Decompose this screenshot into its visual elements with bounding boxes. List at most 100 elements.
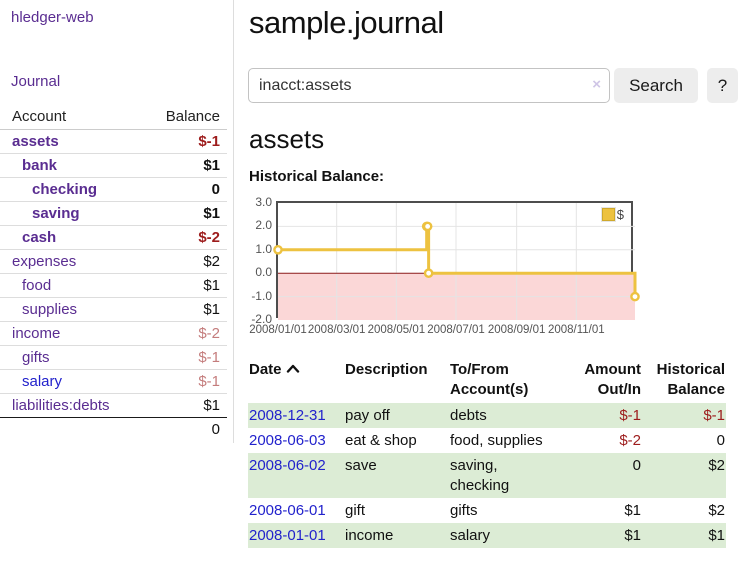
transaction-balance: $1	[708, 527, 725, 544]
transaction-row[interactable]: 2008-06-03 eat & shop food, supplies $-2 0	[248, 428, 726, 453]
transaction-date-link[interactable]: 2008-12-31	[249, 407, 326, 424]
x-axis-tick-label: 2008/09/01	[487, 324, 546, 336]
transaction-amount: $-2	[619, 432, 641, 449]
transaction-amount: 0	[632, 457, 641, 474]
register-table: Date Description To/From Account(s) Amou…	[248, 357, 726, 548]
account-link[interactable]: bank	[22, 157, 58, 174]
account-link[interactable]: cash	[22, 229, 57, 246]
clear-search-icon[interactable]: ×	[592, 76, 601, 93]
account-row: bank $1	[0, 153, 227, 178]
y-axis-tick-label: 3.0	[255, 195, 272, 209]
account-balance: $-2	[138, 225, 227, 250]
account-link[interactable]: gifts	[22, 349, 50, 366]
transaction-date-link[interactable]: 2008-06-03	[249, 432, 326, 449]
account-link[interactable]: income	[12, 325, 61, 342]
chart-legend: $	[600, 207, 624, 222]
x-axis-tick-label: 2008/11/01	[547, 324, 605, 336]
account-balance: $1	[138, 297, 227, 322]
legend-swatch-icon	[600, 207, 616, 222]
y-axis-tick-label: 2.0	[255, 218, 272, 233]
transaction-row[interactable]: 2008-06-02 save saving, checking 0 $2	[248, 453, 726, 498]
account-row: income $-2	[0, 321, 227, 346]
account-link[interactable]: assets	[12, 133, 59, 150]
account-balance: $2	[138, 249, 227, 274]
accounts-header-row: Account Balance	[0, 105, 227, 130]
register-header-balance: Historical Balance	[656, 361, 725, 398]
transaction-date-link[interactable]: 2008-06-01	[249, 502, 326, 519]
sidebar: hledger-web Journal Account Balance asse…	[0, 0, 234, 443]
accounts-total-balance: 0	[138, 417, 227, 441]
x-axis-tick-label: 2008/01/01	[249, 324, 307, 336]
transaction-description: pay off	[345, 407, 390, 424]
search-button[interactable]: Search	[614, 68, 698, 103]
transaction-balance: $2	[708, 457, 725, 474]
search-bar: × Search ?	[248, 68, 742, 103]
y-axis-tick-label: 0.0	[255, 265, 272, 280]
accounts-table: Account Balance assets $-1 bank $1 checking 0…	[0, 105, 227, 441]
transaction-accounts: food, supplies	[450, 432, 543, 449]
transaction-accounts: debts	[450, 407, 487, 424]
transaction-accounts: saving, checking	[450, 457, 510, 494]
app-brand-link[interactable]: hledger-web	[11, 9, 94, 26]
transaction-row[interactable]: 2008-12-31 pay off debts $-1 $-1	[248, 403, 726, 428]
account-row: saving $1	[0, 201, 227, 226]
y-axis-tick-label: -1.0	[251, 288, 272, 303]
account-link[interactable]: food	[22, 277, 52, 294]
chart-title: Historical Balance:	[249, 168, 385, 185]
transaction-balance: 0	[716, 432, 725, 449]
account-link[interactable]: supplies	[22, 301, 78, 318]
chart-plot-area[interactable]: $	[273, 201, 640, 320]
account-row: checking 0	[0, 177, 227, 202]
account-balance: $1	[138, 273, 227, 298]
help-button[interactable]: ?	[707, 68, 738, 103]
transaction-balance: $-1	[703, 407, 725, 424]
account-link[interactable]: saving	[32, 205, 80, 222]
account-row: supplies $1	[0, 297, 227, 322]
account-balance: $-2	[138, 321, 227, 346]
transaction-amount: $1	[624, 527, 641, 544]
accounts-total-row: 0	[0, 417, 227, 441]
x-axis-tick-label: 2008/03/01	[307, 324, 366, 336]
register-header-amount: Amount Out/In	[584, 361, 641, 398]
transaction-amount: $-1	[619, 407, 641, 424]
account-row: salary $-1	[0, 369, 227, 394]
account-row: food $1	[0, 273, 227, 298]
account-link[interactable]: expenses	[12, 253, 77, 270]
transaction-date-link[interactable]: 2008-06-02	[249, 457, 326, 474]
transaction-accounts: salary	[450, 527, 491, 544]
y-axis-tick-label: -2.0	[251, 312, 272, 326]
account-link[interactable]: salary	[22, 373, 63, 390]
register-header-description: Description	[345, 361, 428, 378]
account-row: liabilities:debts $1	[0, 393, 227, 418]
historical-balance-chart: 3.0 2.0 1.0 0.0 -1.0 -2.0 $ 2008/01/01 2008/03…	[248, 190, 742, 340]
legend-label: $	[616, 207, 624, 222]
accounts-header-balance: Balance	[138, 105, 227, 130]
account-row: gifts $-1	[0, 345, 227, 370]
transaction-description: income	[345, 527, 394, 544]
account-balance: $1	[138, 393, 227, 418]
chart-canvas	[273, 203, 640, 320]
transaction-row[interactable]: 2008-06-01 gift gifts $1 $2	[248, 498, 726, 523]
register-header-accounts: To/From Account(s)	[450, 361, 529, 398]
account-balance: $1	[138, 153, 227, 178]
transaction-amount: $1	[624, 502, 641, 519]
transaction-row[interactable]: 2008-01-01 income salary $1 $1	[248, 523, 726, 548]
account-link[interactable]: liabilities:debts	[12, 397, 110, 414]
transaction-date-link[interactable]: 2008-01-01	[249, 527, 326, 544]
transaction-description: save	[345, 457, 377, 474]
x-axis-tick-label: 2008/05/01	[367, 324, 426, 336]
account-link[interactable]: checking	[32, 181, 98, 198]
account-row: expenses $2	[0, 249, 227, 274]
account-balance: $1	[138, 201, 227, 226]
y-axis-tick-label: 1.0	[255, 241, 272, 256]
account-heading: assets	[249, 124, 325, 154]
register-header-row: Date Description To/From Account(s) Amou…	[248, 357, 726, 403]
search-input[interactable]	[248, 68, 610, 103]
account-balance: $-1	[138, 345, 227, 370]
register-header-date[interactable]: Date	[248, 357, 344, 403]
main-content: sample.journal × Search ? assets Histori…	[248, 0, 742, 548]
transaction-accounts: gifts	[450, 502, 478, 519]
sidebar-item-journal[interactable]: Journal	[11, 73, 61, 90]
account-balance: $-1	[198, 133, 220, 150]
account-row: assets $-1	[0, 130, 227, 154]
